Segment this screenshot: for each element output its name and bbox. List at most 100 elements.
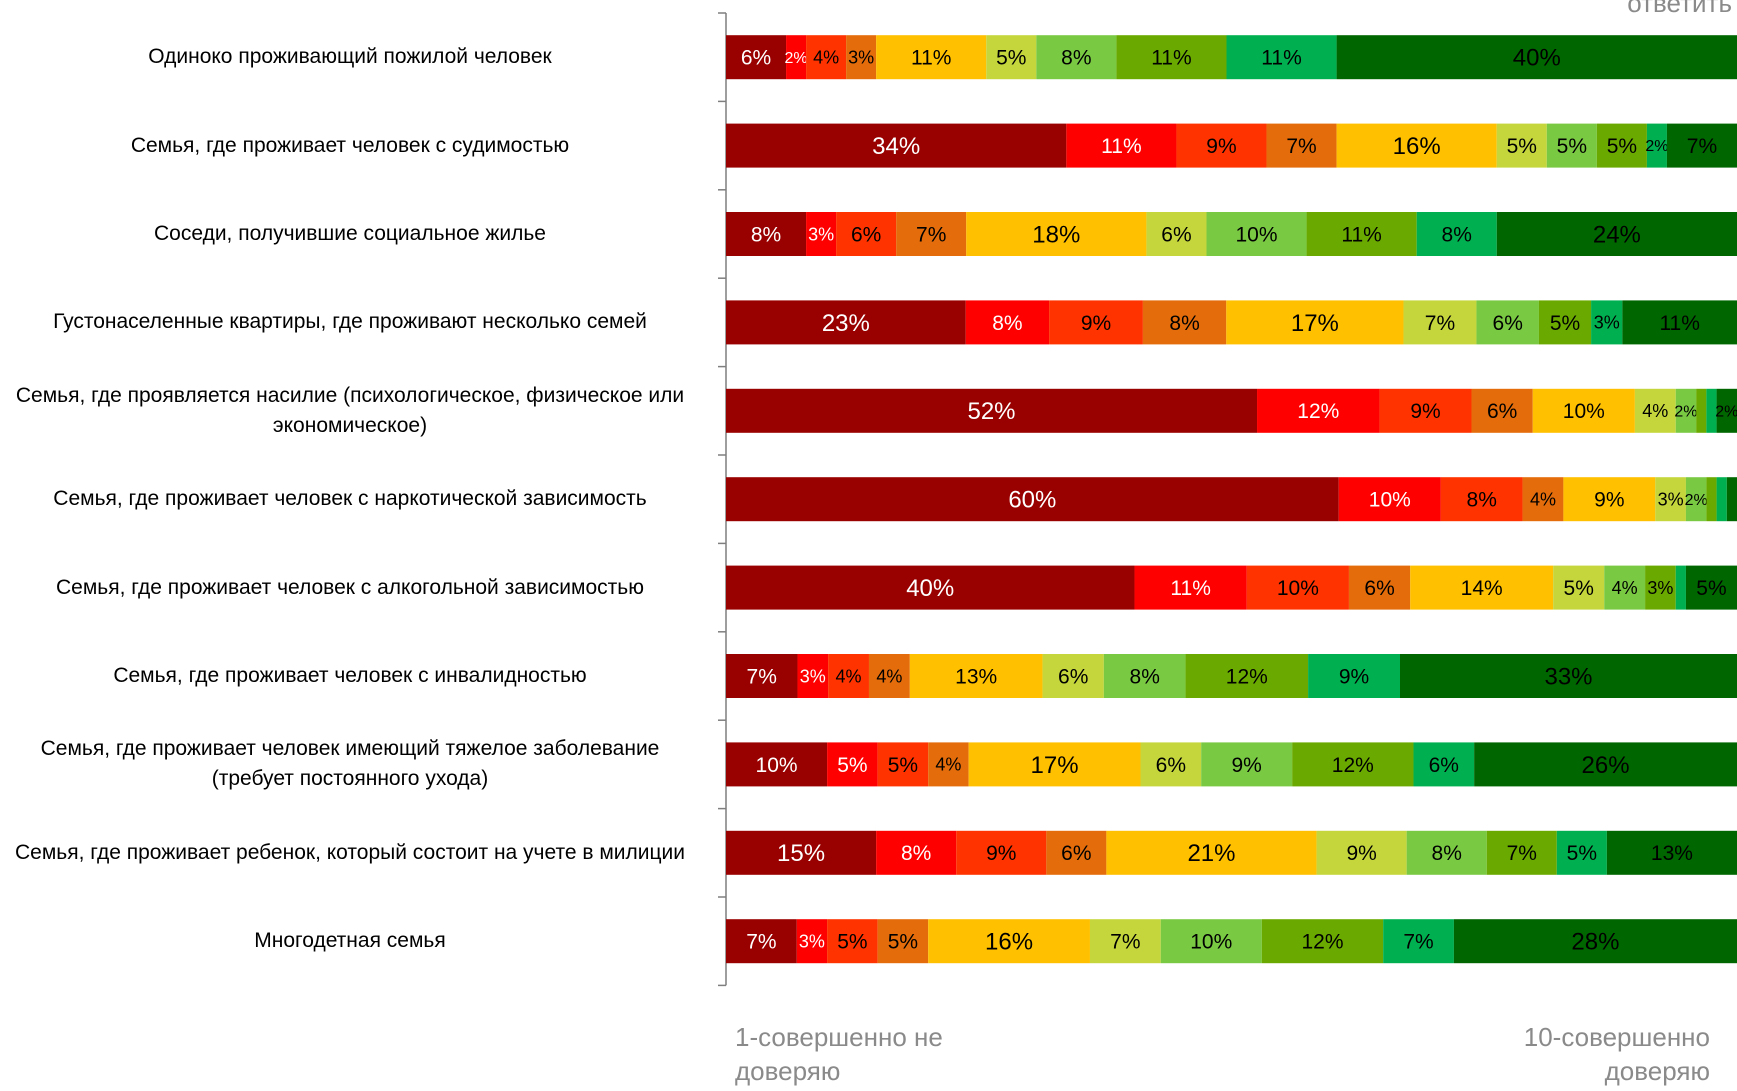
category-label: Семья, где проживает человек с алкогольн…: [56, 575, 644, 599]
bar-segment: [1146, 212, 1207, 256]
bar-segment: [1645, 565, 1676, 610]
data-label: 26%: [1582, 752, 1630, 779]
bar-segment: [786, 35, 807, 80]
data-label: 4%: [836, 666, 862, 686]
data-label: 4%: [935, 755, 961, 775]
category-label: Семья, где проживает человек имеющий тяж…: [40, 737, 660, 791]
bar-segment: [726, 35, 787, 80]
bar-segment: [1596, 123, 1647, 168]
bar-segment: [1049, 300, 1143, 345]
category-label: Семья, где проживает человек с судимость…: [130, 133, 570, 157]
bar-segment: [1116, 35, 1227, 80]
bar-segment: [1379, 388, 1472, 433]
data-label: 5%: [888, 931, 918, 954]
bar-segment: [1591, 300, 1623, 345]
bar-segment: [1176, 123, 1267, 168]
bar-segment: [1706, 477, 1717, 522]
data-label: 3%: [848, 48, 874, 68]
data-label: 10%: [1277, 577, 1319, 600]
data-label: 17%: [1291, 310, 1339, 337]
bar-segment: [726, 212, 807, 256]
bar-segment: [1142, 300, 1227, 345]
bar-segment: [1563, 477, 1656, 522]
category-label: Семья, где проживает человек с инвалидно…: [113, 664, 587, 687]
bar-segment: [1716, 388, 1737, 433]
data-label: 5%: [1567, 842, 1597, 865]
data-label: 3%: [800, 666, 826, 686]
bar-segment: [1604, 565, 1646, 610]
bar-segment: [1201, 742, 1293, 787]
bar-segment: [1266, 123, 1337, 168]
data-label: 52%: [967, 398, 1015, 425]
category-label: Соседи, получившие социальное жилье: [154, 222, 546, 245]
data-label: 15%: [777, 840, 825, 867]
bar-segment: [1089, 919, 1161, 964]
data-label: 4%: [1612, 578, 1638, 598]
bar-segment: [1336, 123, 1497, 168]
data-label: 23%: [822, 310, 870, 337]
bar-segment: [1675, 565, 1686, 610]
bar-segment: [1416, 212, 1497, 256]
bar-segment: [1685, 565, 1737, 610]
data-label: 11%: [1261, 47, 1301, 70]
data-label: 5%: [888, 754, 918, 777]
bar-segment: [726, 477, 1339, 522]
bar-segment: [1726, 477, 1737, 522]
data-label: 5%: [1607, 135, 1637, 158]
data-label: 11%: [1341, 223, 1381, 246]
data-label: 40%: [906, 575, 954, 602]
data-label: 40%: [1513, 45, 1561, 72]
bar-segment: [1538, 300, 1592, 345]
data-label: 4%: [1530, 490, 1556, 510]
bar-segment: [1471, 388, 1533, 433]
data-label: 11%: [911, 47, 951, 70]
data-label: 8%: [1442, 223, 1472, 246]
bar-segment: [726, 300, 966, 345]
data-label: 60%: [1008, 487, 1056, 514]
bar-segment: [1685, 477, 1707, 522]
data-label: 9%: [1410, 400, 1440, 423]
bar-segment: [1453, 919, 1737, 964]
data-label: 6%: [851, 223, 881, 246]
data-label: 6%: [1161, 223, 1191, 246]
data-label: 4%: [1642, 401, 1668, 421]
bar-segment: [828, 654, 869, 698]
bar-segment: [877, 919, 929, 964]
bar-segment: [1134, 565, 1247, 610]
bar-segment: [1316, 830, 1407, 875]
bar-segment: [1476, 300, 1539, 345]
bar-segment: [1606, 830, 1737, 875]
data-label: 10%: [756, 754, 798, 777]
data-label: 7%: [746, 931, 776, 954]
data-label: 24%: [1593, 221, 1641, 248]
bar-segment: [827, 742, 878, 787]
bar-segment: [877, 742, 929, 787]
data-label: 3%: [1647, 578, 1673, 598]
data-label: 11%: [1151, 47, 1191, 70]
data-label: 9%: [1594, 489, 1624, 512]
data-label: 6%: [1493, 312, 1523, 335]
bar-segment: [956, 830, 1047, 875]
data-label: 2%: [1715, 403, 1737, 420]
bar-segment: [1160, 919, 1262, 964]
data-label: 8%: [901, 842, 931, 865]
bar-segment: [1036, 35, 1117, 80]
data-label: 14%: [1461, 577, 1503, 600]
data-label: 3%: [808, 224, 834, 244]
data-label: 8%: [1169, 312, 1199, 335]
data-label: 4%: [876, 666, 902, 686]
category-label: Семья, где проживает человек с наркотиче…: [53, 487, 647, 511]
bar-segment: [726, 830, 877, 875]
data-label: 7%: [1110, 931, 1140, 954]
bar-segment: [846, 35, 877, 80]
data-label: 4%: [813, 48, 839, 68]
bar-segment: [1486, 830, 1557, 875]
bar-segment: [1185, 654, 1309, 698]
data-label: 8%: [1467, 489, 1497, 512]
bar-segment: [1440, 477, 1523, 522]
bar-segment: [1308, 654, 1400, 698]
bar-segment: [726, 565, 1135, 610]
bar-segment: [986, 35, 1037, 80]
data-label: 3%: [1594, 313, 1620, 333]
bar-segment: [1066, 123, 1177, 168]
